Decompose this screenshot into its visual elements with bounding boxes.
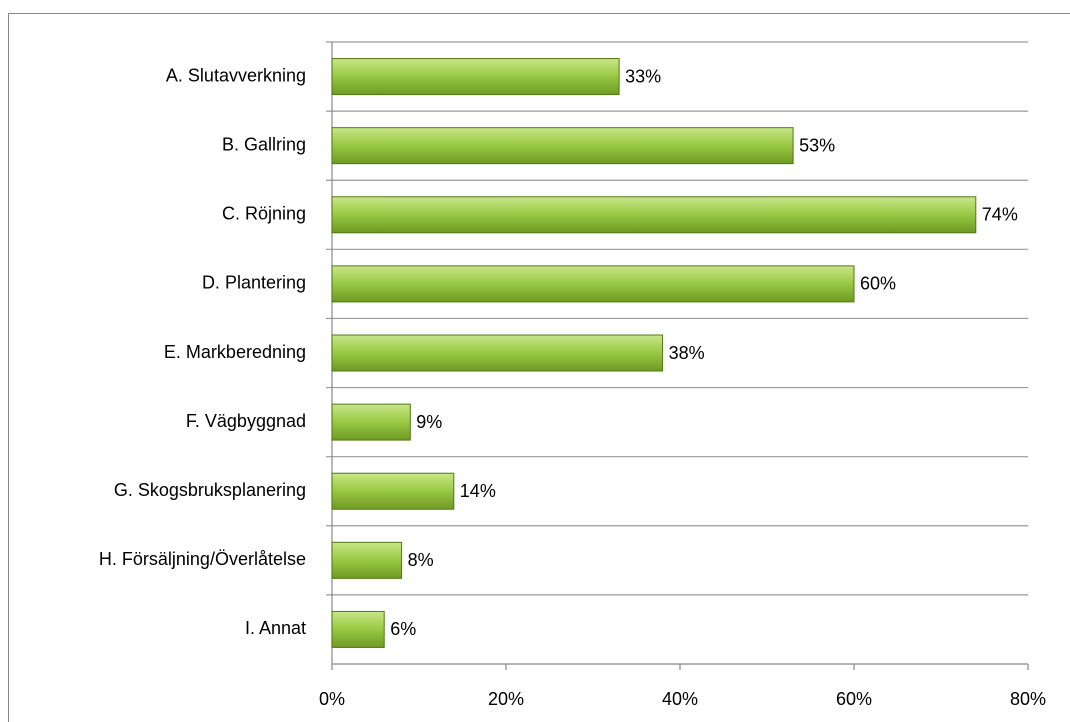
bar [331,403,411,441]
data-label: 14% [460,481,496,501]
y-tick-label: E. Markberedning [164,342,306,362]
data-label: 74% [982,205,1018,225]
data-label: 8% [408,550,434,570]
y-tick-label: A. Slutavverkning [166,65,306,85]
y-tick-label: F. Vägbyggnad [186,411,306,431]
data-label: 6% [390,619,416,639]
y-tick-label: D. Plantering [202,273,306,293]
data-label: 53% [799,135,835,155]
data-label: 60% [860,274,896,294]
data-label: 9% [416,412,442,432]
data-label: 33% [625,66,661,86]
bar [331,58,620,96]
y-tick-label: I. Annat [245,618,306,638]
x-tick-label: 80% [1010,689,1046,709]
x-tick-label: 0% [319,689,345,709]
bar [331,196,977,234]
bar [331,472,455,510]
bar [331,334,664,372]
y-tick-label: B. Gallring [222,134,306,154]
y-tick-label: C. Röjning [222,204,306,224]
bar [331,127,794,165]
x-tick-label: 60% [836,689,872,709]
data-label: 38% [669,343,705,363]
bar [331,610,385,648]
bar [331,265,855,303]
bar [331,541,403,579]
x-tick-label: 40% [662,689,698,709]
y-tick-label: H. Försäljning/Överlåtelse [99,549,306,569]
y-tick-label: G. Skogsbruksplanering [114,480,306,500]
chart-border [8,13,1070,722]
x-tick-label: 20% [488,689,524,709]
